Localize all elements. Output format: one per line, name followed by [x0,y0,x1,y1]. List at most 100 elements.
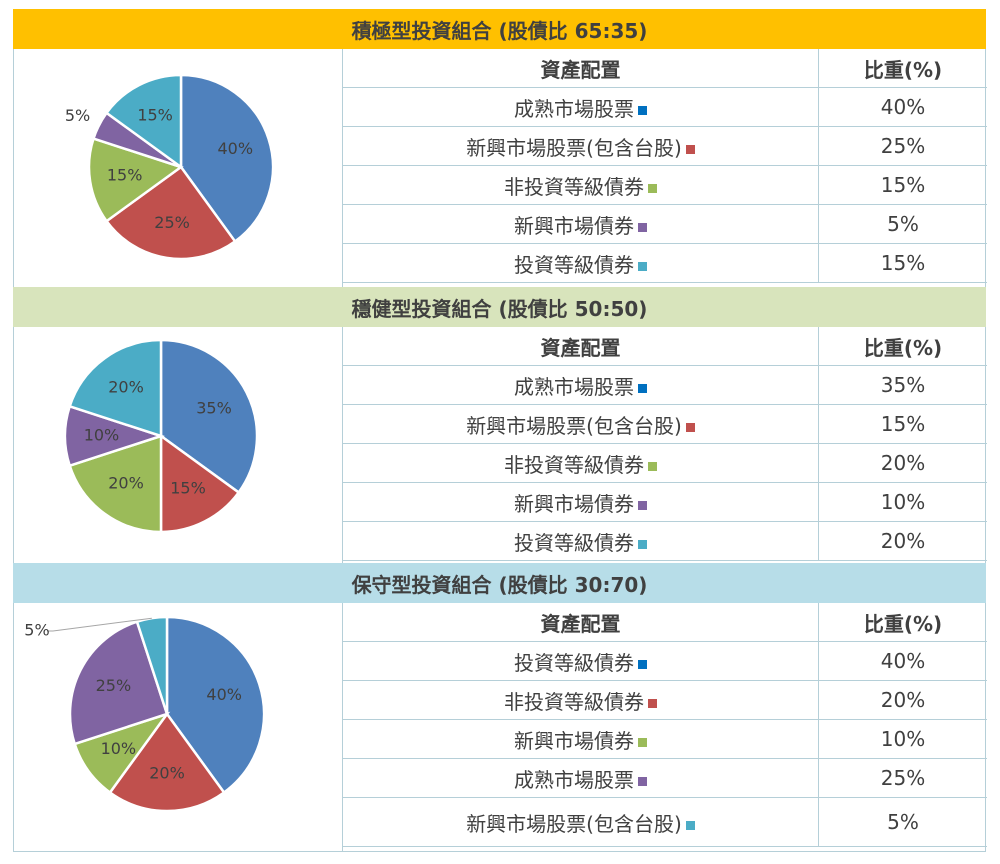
pie-cell-aggressive: 40% 25% 15% 5% 15% [13,49,343,287]
asset-name: 成熟市場股票 [514,374,634,399]
legend-square-icon [638,222,647,232]
legend-square-icon [638,539,647,549]
asset-name: 成熟市場股票 [514,767,634,792]
pie-slice-label: 25% [96,676,132,695]
asset-weight: 15% [818,165,987,205]
pie-chart-conservative: 40% 20% 10% 25% 5% [24,615,266,813]
pie-cell-conservative: 40% 20% 10% 25% 5% [13,603,343,852]
section-banner-balanced: 穩健型投資組合 (股債比 50:50) [13,287,986,327]
asset-name: 新興市場債券 [514,728,634,753]
header-weight: 比重(%) [818,49,987,88]
asset-name-cell: 成熟市場股票 [343,87,819,127]
table-row: 新興市場股票(包含台股) 15% [343,404,987,444]
asset-name-cell: 新興市場債券 [343,204,819,244]
asset-weight: 5% [818,204,987,244]
asset-weight: 10% [818,719,987,759]
header-weight: 比重(%) [818,603,987,642]
pie-slice [159,338,259,495]
pie-slice-label: 35% [196,398,232,417]
pie-slice [165,615,266,795]
asset-weight: 15% [818,404,987,444]
legend-square-icon [648,461,657,471]
pie-slice-label: 15% [137,106,173,125]
pie-slice [159,433,241,534]
table-row: 投資等級債券 20% [343,521,987,561]
asset-name-cell: 非投資等級債券 [343,680,819,720]
allocation-table-balanced: 資產配置 比重(%) 成熟市場股票 35% 新興市場股票(包含台股) 15% 非投資等級債券… [343,327,987,561]
pie-slice [87,136,184,223]
asset-name: 新興市場股票(包含台股) [466,135,682,160]
asset-weight: 10% [818,482,987,522]
pie-chart-balanced: 35% 15% 20% 10% 20% [63,338,259,534]
asset-name: 新興市場債券 [514,491,634,516]
pie-slice-label: 15% [170,479,206,498]
table-row: 新興市場股票(包含台股) 5% [343,797,987,847]
legend-square-icon [638,737,647,747]
asset-weight: 20% [818,521,987,561]
asset-name-cell: 非投資等級債券 [343,165,819,205]
pie-slice-label: 10% [101,739,137,758]
table-row: 新興市場債券 10% [343,482,987,522]
section-banner-conservative: 保守型投資組合 (股債比 30:70) [13,563,986,603]
asset-name: 新興市場股票(包含台股) [466,413,682,438]
asset-weight: 40% [818,87,987,127]
asset-name-cell: 投資等級債券 [343,243,819,283]
asset-weight: 40% [818,641,987,681]
asset-name: 投資等級債券 [514,530,634,555]
legend-square-icon [638,659,647,669]
asset-name: 成熟市場股票 [514,96,634,121]
pie-slice [179,73,275,244]
table-row: 非投資等級債券 15% [343,165,987,205]
legend-square-icon [648,183,657,193]
table-row: 成熟市場股票 35% [343,365,987,405]
legend-square-icon [638,776,647,786]
allocation-table-aggressive: 資產配置 比重(%) 成熟市場股票 40% 新興市場股票(包含台股) 25% 非投資等級債券… [343,49,987,283]
pie-slice [104,165,237,261]
section-banner-aggressive: 積極型投資組合 (股債比 65:35) [13,9,986,49]
table-row: 新興市場股票(包含台股) 25% [343,126,987,166]
asset-name: 非投資等級債券 [504,452,644,477]
table-row: 非投資等級債券 20% [343,443,987,483]
asset-name-cell: 成熟市場股票 [343,365,819,405]
asset-name: 新興市場債券 [514,213,634,238]
pie-slice [68,620,169,746]
asset-name: 非投資等級債券 [504,689,644,714]
legend-square-icon [638,500,647,510]
asset-weight: 25% [818,126,987,166]
table-header-row: 資產配置 比重(%) [343,603,987,642]
asset-name-cell: 投資等級債券 [343,521,819,561]
header-weight: 比重(%) [818,327,987,366]
legend-square-icon [685,820,695,830]
pie-cell-balanced: 35% 15% 20% 10% 20% [13,327,343,563]
asset-weight: 20% [818,680,987,720]
table-row: 非投資等級債券 20% [343,680,987,720]
table-row: 投資等級債券 15% [343,243,987,283]
asset-name-cell: 新興市場股票(包含台股) [343,404,819,444]
table-header-row: 資產配置 比重(%) [343,49,987,88]
asset-name-cell: 投資等級債券 [343,641,819,681]
pie-slice-label: 25% [154,213,190,232]
allocation-table-conservative: 資產配置 比重(%) 投資等級債券 40% 非投資等級債券 20% 新興市場債券 10% 成熟市… [343,603,987,847]
pie-slice [108,711,226,813]
asset-weight: 20% [818,443,987,483]
table-row: 新興市場債券 10% [343,719,987,759]
asset-weight: 35% [818,365,987,405]
header-allocation: 資產配置 [343,327,819,366]
asset-name: 新興市場股票(包含台股) [466,811,682,836]
asset-name: 非投資等級債券 [504,174,644,199]
table-row: 新興市場債券 5% [343,204,987,244]
asset-name-cell: 新興市場股票(包含台股) [343,126,819,166]
pie-slice [68,434,163,534]
legend-square-icon [638,105,647,115]
pie-slice-label: 5% [65,106,90,125]
table-row: 投資等級債券 40% [343,641,987,681]
table-header-row: 資產配置 比重(%) [343,327,987,366]
pie-slice-label: 15% [107,165,143,184]
pie-slice-label: 20% [108,474,144,493]
header-allocation: 資產配置 [343,49,819,88]
asset-name: 投資等級債券 [514,252,634,277]
asset-name-cell: 新興市場股票(包含台股) [343,797,819,847]
legend-square-icon [638,383,647,393]
legend-square-icon [648,698,657,708]
pie-slice-label: 20% [149,764,185,783]
